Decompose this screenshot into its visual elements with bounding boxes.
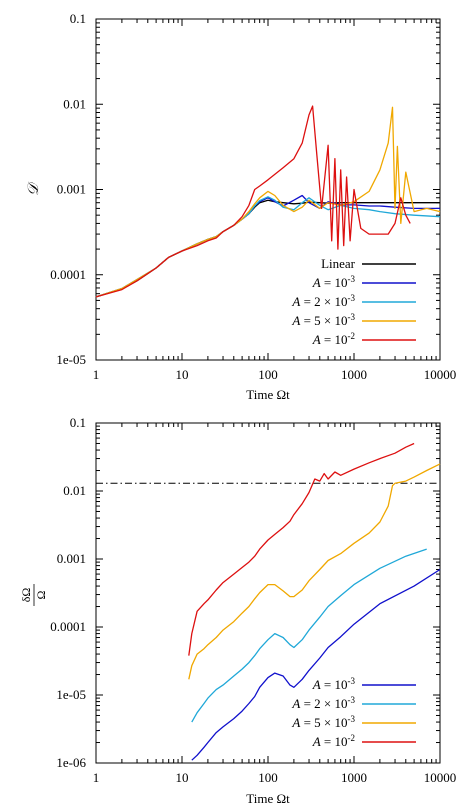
y-tick-label: 1e-05 xyxy=(56,687,86,702)
x-tick-label: 1000 xyxy=(341,367,367,382)
top-y-axis-label: 𝒟 xyxy=(26,181,42,196)
bottom-y-label-numerator: δΩ xyxy=(19,588,33,603)
legend-label: A = 10-3 xyxy=(312,274,356,290)
y-tick-label: 0.01 xyxy=(63,483,86,498)
x-tick-label: 10000 xyxy=(424,770,457,785)
top-x-ticks: 1 10 100 1000 10000 xyxy=(93,19,457,382)
y-tick-label: 0.1 xyxy=(70,415,86,430)
bottom-legend: A = 10-3 A = 2 × 10-3 A = 5 × 10-3 A = 10-2 xyxy=(291,676,416,749)
legend-label: A = 2 × 10-3 xyxy=(291,293,355,309)
x-tick-label: 1 xyxy=(93,770,100,785)
top-series-group xyxy=(95,105,441,298)
x-tick-label: 10 xyxy=(176,367,189,382)
y-tick-label: 0.01 xyxy=(63,96,86,111)
series-line-2 xyxy=(188,463,441,680)
bottom-y-axis-label: δΩ Ω xyxy=(19,584,48,606)
y-tick-label: 0.1 xyxy=(70,11,86,26)
x-tick-label: 100 xyxy=(258,367,278,382)
bottom-y-ticks: 1e-06 1e-05 0.0001 0.001 0.01 0.1 xyxy=(50,415,440,770)
legend-label: A = 5 × 10-3 xyxy=(291,312,355,328)
series-line-0 xyxy=(191,568,441,761)
y-tick-label: 0.0001 xyxy=(50,267,86,282)
top-y-ticks: 1e-05 0.0001 0.001 0.01 0.1 xyxy=(50,11,440,367)
y-tick-label: 0.001 xyxy=(57,182,86,197)
y-tick-label: 1e-06 xyxy=(56,755,86,770)
x-tick-label: 10 xyxy=(176,770,189,785)
legend-label: A = 10-2 xyxy=(312,733,355,749)
y-tick-label: 1e-05 xyxy=(56,352,86,367)
x-tick-label: 1 xyxy=(93,367,100,382)
top-chart: 1 10 100 1000 10000 1e-050.00010.0010.010.1 … xyxy=(26,11,456,402)
legend-label: A = 10-2 xyxy=(312,331,355,347)
series-line-3 xyxy=(95,106,441,298)
bottom-x-ticks: 1 10 100 1000 10000 xyxy=(93,423,457,785)
x-tick-label: 100 xyxy=(258,770,278,785)
bottom-chart: 1 10 100 1000 10000 1e-06 1e-05 0.0001 0.001 0.0… xyxy=(19,415,456,806)
bottom-series-group xyxy=(188,442,441,761)
series-line-3 xyxy=(188,442,415,656)
series-line-1 xyxy=(191,548,427,723)
y-tick-label: 0.001 xyxy=(57,551,86,566)
top-x-axis-label: Time Ωt xyxy=(246,387,290,402)
x-tick-label: 1000 xyxy=(341,770,367,785)
x-tick-label: 10000 xyxy=(424,367,457,382)
legend-label: A = 5 × 10-3 xyxy=(291,714,355,730)
legend-label: Linear xyxy=(321,256,356,271)
bottom-x-axis-label: Time Ωt xyxy=(246,791,290,806)
series-line-1 xyxy=(95,194,440,298)
bottom-plot-frame xyxy=(95,422,441,764)
legend-label: A = 10-3 xyxy=(312,676,356,692)
series-line-4 xyxy=(95,105,411,298)
top-plot-frame xyxy=(95,18,441,361)
bottom-y-label-denominator: Ω xyxy=(34,590,48,599)
series-line-2 xyxy=(95,196,441,298)
y-tick-label: 0.0001 xyxy=(50,619,86,634)
top-legend: Linear A = 10-3 A = 2 × 10-3 A = 5 × 10-3 A … xyxy=(291,256,416,347)
legend-label: A = 2 × 10-3 xyxy=(291,695,355,711)
